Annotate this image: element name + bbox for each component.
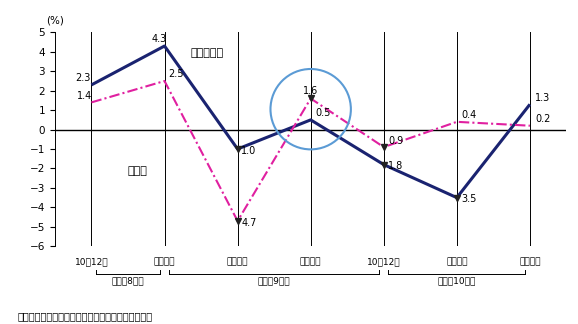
Text: 1.0: 1.0: [241, 146, 257, 156]
Text: 前年同期比: 前年同期比: [190, 48, 223, 58]
Text: 4.3: 4.3: [151, 34, 166, 44]
Text: １～３月: １～３月: [154, 258, 175, 267]
Text: 1.6: 1.6: [303, 86, 318, 96]
Text: ４～６月: ４～６月: [519, 258, 540, 267]
Text: 』平戀9年『: 』平戀9年『: [258, 276, 291, 285]
Text: 1.4: 1.4: [77, 91, 92, 101]
Text: 2.5: 2.5: [168, 69, 184, 79]
Text: 0.5: 0.5: [315, 108, 331, 118]
Text: 4.7: 4.7: [241, 218, 257, 228]
Text: 0.9: 0.9: [388, 135, 403, 145]
Text: 』平成10年『: 』平成10年『: [438, 276, 476, 285]
Text: (%): (%): [46, 16, 64, 26]
Text: 3.5: 3.5: [461, 194, 477, 204]
Text: 0.4: 0.4: [461, 110, 476, 120]
Text: 1.3: 1.3: [535, 93, 550, 103]
Text: 2.3: 2.3: [75, 73, 91, 83]
Text: （備考）「国民経済計算（経済企画庁）」による。: （備考）「国民経済計算（経済企画庁）」による。: [17, 311, 153, 321]
Text: 1.8: 1.8: [388, 161, 403, 171]
Text: １～３月: １～３月: [446, 258, 468, 267]
Text: 前期比: 前期比: [128, 166, 148, 176]
Text: 』平戀8年『: 』平戀8年『: [112, 276, 144, 285]
Text: 10～12月: 10～12月: [75, 258, 108, 267]
Text: 10～12月: 10～12月: [367, 258, 401, 267]
Text: ４～６月: ４～６月: [227, 258, 249, 267]
Text: 0.2: 0.2: [535, 114, 550, 124]
Text: ７～９月: ７～９月: [300, 258, 321, 267]
